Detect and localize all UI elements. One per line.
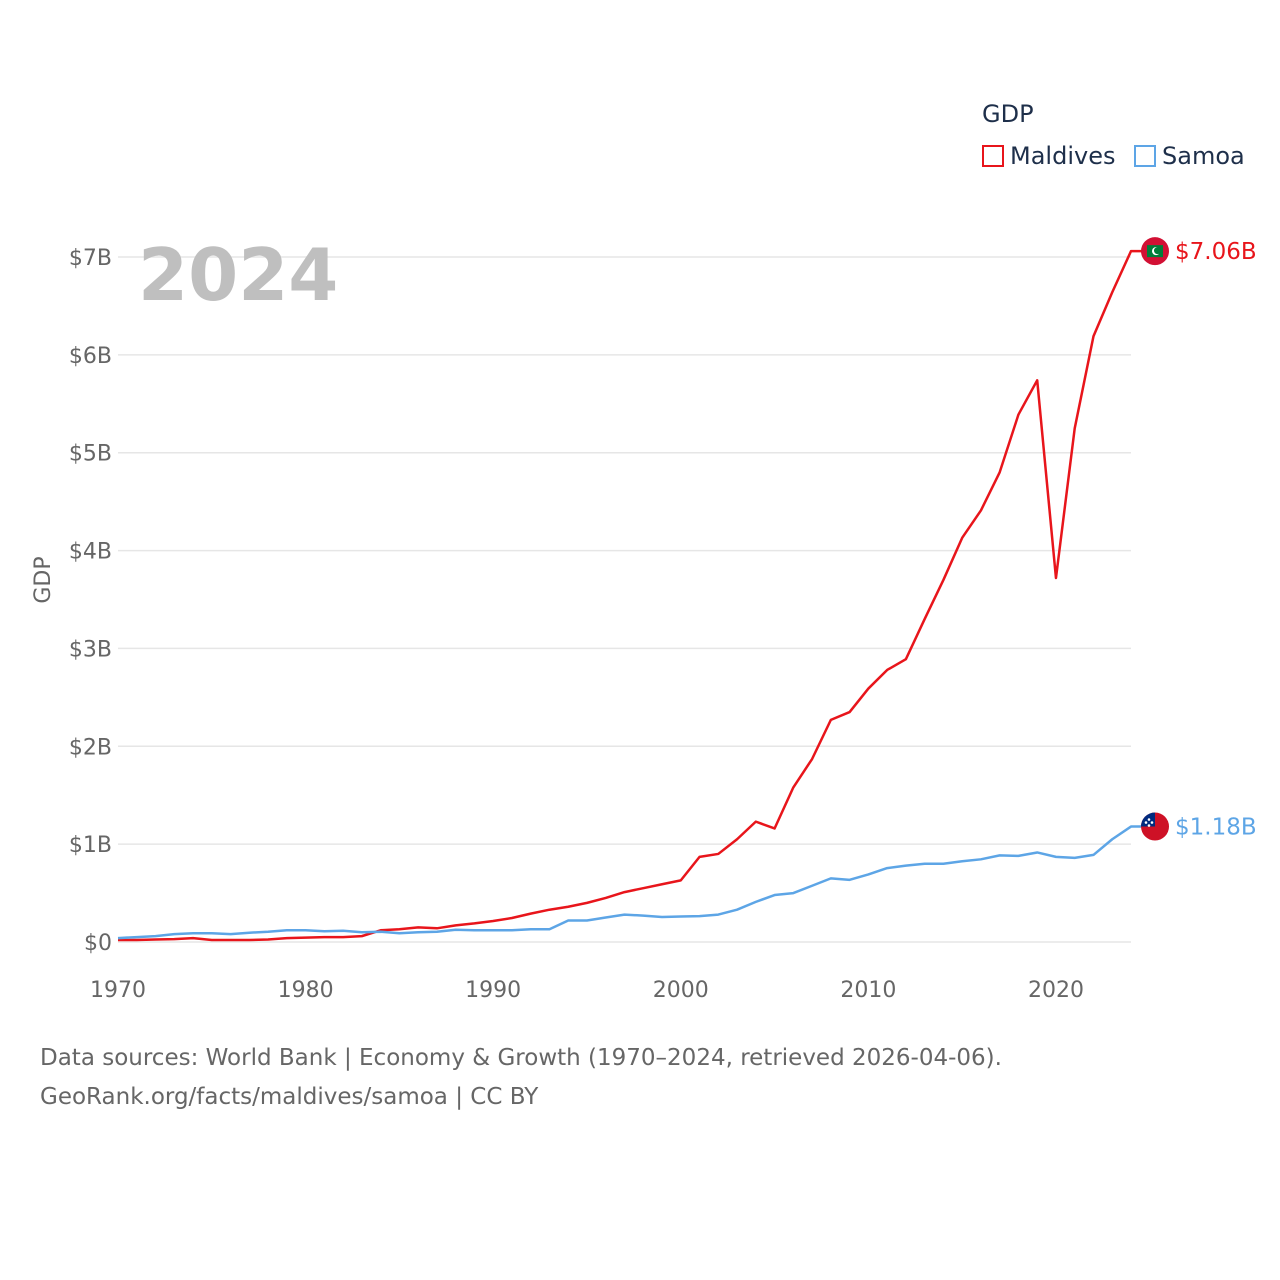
- legend-title: GDP: [982, 100, 1034, 128]
- x-tick-label: 1990: [465, 978, 521, 1003]
- grid-lines: [118, 256, 1131, 943]
- end-value-label-samoa: $1.18B: [1175, 815, 1257, 841]
- maldives-flag-icon: [1141, 237, 1169, 266]
- y-tick-label: $4B: [69, 540, 112, 565]
- y-axis-label: GDP: [31, 556, 56, 603]
- y-tick-label: $5B: [69, 442, 112, 467]
- series-line-maldives: [118, 249, 1155, 942]
- x-tick-label: 1970: [90, 978, 146, 1003]
- x-tick-label: 2010: [840, 978, 896, 1003]
- y-tick-label: $7B: [69, 246, 112, 271]
- legend-label-samoa: Samoa: [1162, 142, 1245, 170]
- samoa-flag-icon: [1141, 812, 1169, 841]
- x-tick-label: 1980: [278, 978, 334, 1003]
- source-line-2[interactable]: GeoRank.org/facts/maldives/samoa | CC BY: [40, 1084, 539, 1110]
- x-tick-label: 2000: [653, 978, 709, 1003]
- y-tick-label: $0: [84, 931, 112, 956]
- x-tick-label: 2020: [1028, 978, 1084, 1003]
- series-lines: [117, 249, 1155, 942]
- legend-label-maldives: Maldives: [1010, 142, 1116, 170]
- end-value-label-maldives: $7.06B: [1175, 239, 1257, 265]
- legend-swatch-maldives: [982, 145, 1004, 167]
- year-label: 2024: [138, 233, 338, 317]
- y-tick-label: $3B: [69, 637, 112, 662]
- legend-swatch-samoa: [1134, 145, 1156, 167]
- legend-item-samoa[interactable]: Samoa: [1134, 142, 1245, 170]
- source-line-1: Data sources: World Bank | Economy & Gro…: [40, 1045, 1002, 1071]
- y-tick-label: $2B: [69, 735, 112, 760]
- y-axis-ticks: $0 $1B $2B $3B $4B $5B $6B $7B: [69, 246, 112, 956]
- series-line-samoa: [117, 825, 1155, 940]
- y-tick-label: $6B: [69, 344, 112, 369]
- y-tick-label: $1B: [69, 833, 112, 858]
- x-axis-ticks: 1970 1980 1990 2000 2010 2020: [90, 978, 1084, 1003]
- end-markers: $7.06B $1.18B: [1141, 237, 1257, 841]
- legend-item-maldives[interactable]: Maldives: [982, 142, 1115, 170]
